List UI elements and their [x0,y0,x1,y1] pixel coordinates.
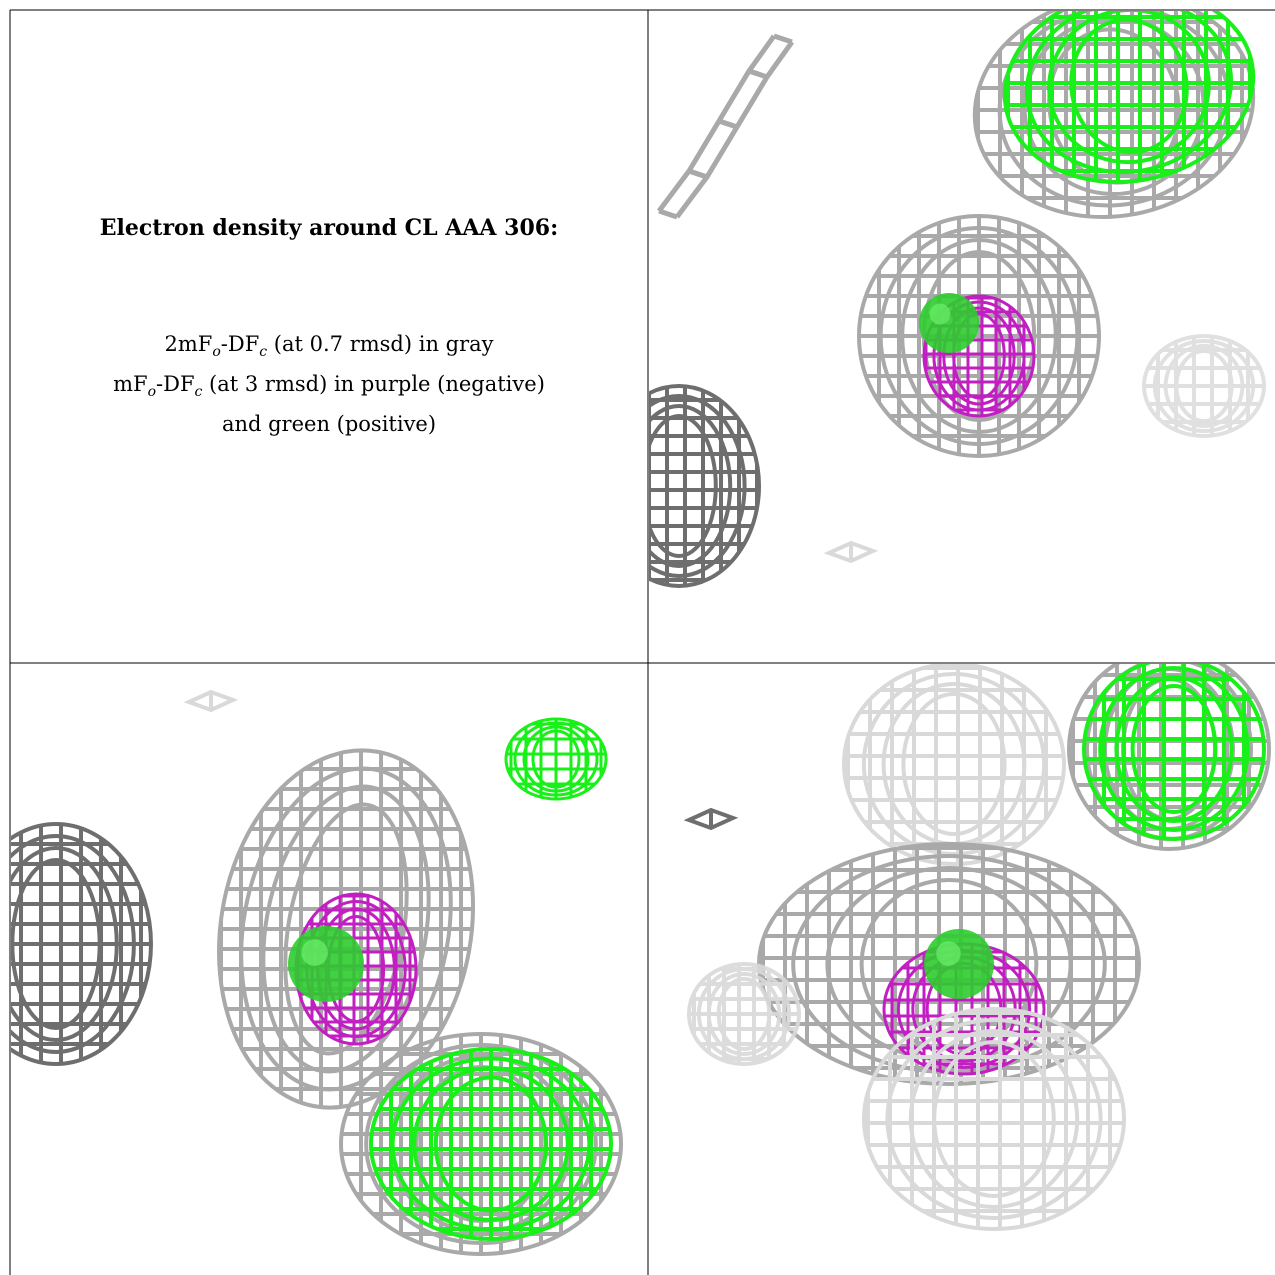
mesh-gray-left-edge [11,822,153,1066]
mesh-fragment-small [683,807,739,831]
legend-line-2mfo: 2mFo-DFc (at 0.7 rmsd) in gray [164,332,494,361]
mesh-gray-lower-left [649,384,761,588]
mesh-faint-right [1142,334,1266,438]
density-view-bottom-right [683,664,1271,1231]
mesh-faint-left [687,962,801,1066]
legend-title: Electron density around CL AAA 306: [99,215,559,241]
sphere-green-central [919,293,979,353]
mesh-fragment-small [823,540,879,564]
mesh-gray-strip-left [657,33,795,220]
legend-line-mfo: mFo-DFc (at 3 rmsd) in purple (negative) [113,372,545,401]
mesh-purple-central [922,294,1036,418]
density-view-top-right [649,11,1271,588]
mesh-gray-central [857,214,1101,458]
legend-panel: Electron density around CL AAA 306: 2mFo… [10,10,648,662]
density-view-bottom-left [11,689,623,1256]
legend-line-colors: and green (positive) [221,412,437,437]
sphere-green-central [288,926,364,1002]
legend-text: 2mFo-DFc (at 0.7 rmsd) in gray mFo-DFc (… [10,328,648,440]
sphere-green-central [924,929,994,999]
mesh-fragment-top [183,689,239,713]
mesh-green-small-top [504,717,608,801]
